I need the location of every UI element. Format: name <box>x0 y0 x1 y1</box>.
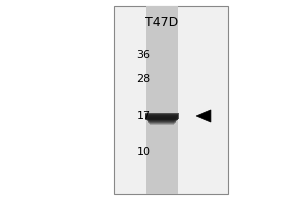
Text: 36: 36 <box>136 50 151 60</box>
Bar <box>146 114 178 120</box>
Bar <box>150 119 174 125</box>
Text: 10: 10 <box>136 147 151 157</box>
Text: T47D: T47D <box>145 16 178 29</box>
Bar <box>147 116 177 121</box>
Bar <box>148 117 176 122</box>
Bar <box>148 117 175 123</box>
Bar <box>149 118 175 124</box>
Polygon shape <box>196 110 211 122</box>
Text: 28: 28 <box>136 74 151 84</box>
Bar <box>146 115 178 120</box>
Bar <box>145 113 179 119</box>
Bar <box>114 6 228 194</box>
Text: 17: 17 <box>136 111 151 121</box>
Bar <box>146 6 178 194</box>
